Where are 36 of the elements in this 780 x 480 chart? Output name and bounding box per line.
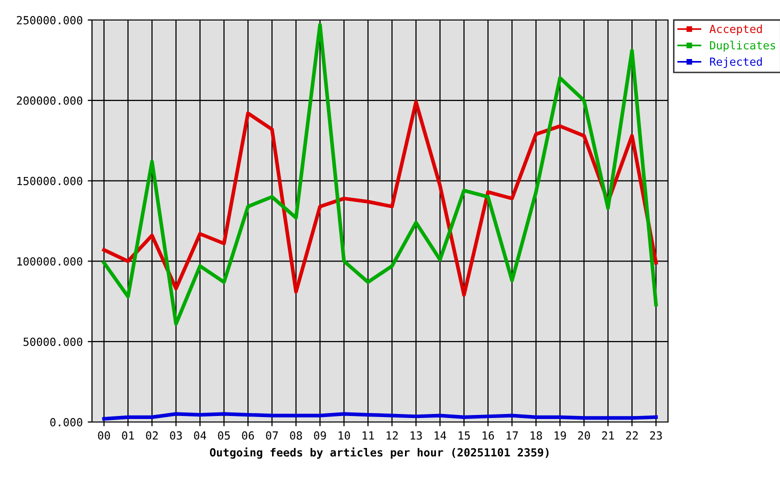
x-tick-label: 05: [218, 431, 230, 440]
x-tick-label: 08: [290, 431, 302, 440]
x-tick-label: 00: [98, 431, 110, 440]
legend-label: Duplicates: [710, 40, 776, 52]
x-tick-label: 17: [506, 431, 518, 440]
x-tick-label: 14: [434, 431, 446, 440]
x-tick-label: 22: [626, 431, 638, 440]
x-tick-label: 19: [554, 431, 566, 440]
x-tick-label: 07: [266, 431, 278, 440]
line-series: [102, 100, 658, 297]
y-tick-label: 50000.000: [24, 338, 82, 346]
x-tick-label: 18: [530, 431, 542, 440]
x-tick-label: 16: [482, 431, 494, 440]
x-tick-label: 20: [578, 431, 590, 440]
y-tick-label: 100000.000: [17, 257, 82, 266]
legend-label: Rejected: [710, 57, 762, 68]
y-tick-label: 200000.000: [16, 96, 82, 105]
y-tick-label: 150000.000: [17, 176, 82, 186]
x-tick-label: 03: [170, 431, 182, 440]
x-axis-title: Outgoing feeds by articles per hour (20251101 2359): [210, 447, 549, 459]
x-tick-label: 23: [650, 431, 662, 440]
x-tick-label: 21: [602, 431, 614, 440]
line-series: [102, 23, 658, 326]
x-tick-label: 10: [338, 431, 350, 440]
x-tick-label: 04: [194, 431, 206, 440]
x-tick-label: 15: [458, 431, 470, 440]
x-tick-label: 06: [242, 431, 254, 440]
x-tick-label: 09: [314, 431, 326, 440]
x-tick-label: 13: [410, 431, 422, 440]
legend-label: Accepted: [710, 24, 762, 36]
y-tick-label: 0.000: [50, 418, 82, 426]
x-tick-label: 02: [146, 431, 158, 440]
x-tick-label: 11: [362, 431, 374, 440]
y-tick-label: 250000.000: [16, 16, 82, 24]
x-tick-label: 12: [386, 431, 398, 440]
x-tick-label: 01: [122, 431, 134, 440]
